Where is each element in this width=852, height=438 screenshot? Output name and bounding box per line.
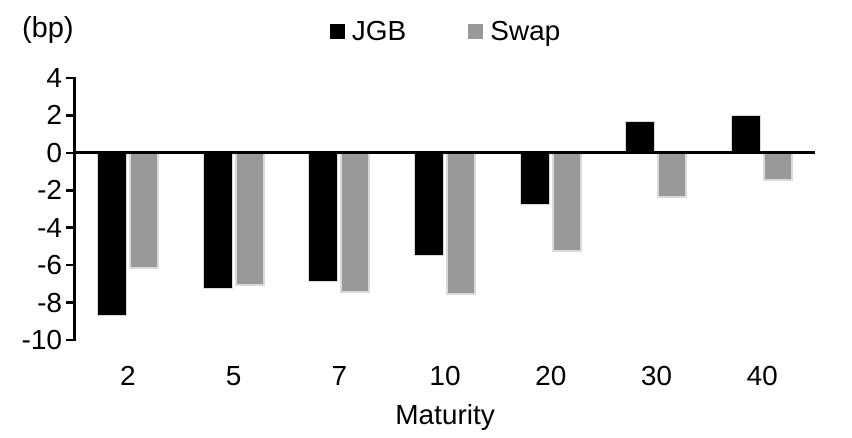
bar-swap-10 xyxy=(446,152,476,296)
bar-swap-40 xyxy=(763,152,794,181)
y-axis-tick xyxy=(66,189,74,192)
zero-baseline xyxy=(73,151,815,155)
y-axis-tick-label: -10 xyxy=(21,324,62,355)
legend: JGB Swap xyxy=(75,16,815,46)
y-axis-tick-label: 2 xyxy=(46,99,62,131)
y-axis-tick xyxy=(66,226,74,229)
x-axis-tick-label: 20 xyxy=(535,360,567,391)
bar-swap-5 xyxy=(234,152,265,286)
y-axis-line xyxy=(73,77,76,341)
bar-jgb-20 xyxy=(519,152,550,206)
bar-swap-7 xyxy=(340,152,371,294)
legend-item-jgb: JGB xyxy=(329,15,407,46)
bar-swap-20 xyxy=(551,152,582,253)
y-axis-tick-label: -4 xyxy=(37,211,62,243)
x-axis-tick-label: 40 xyxy=(746,360,778,391)
swap-swatch-icon xyxy=(468,23,484,39)
y-axis-tick xyxy=(66,76,74,80)
y-axis-tick xyxy=(66,338,74,342)
bar-jgb-30 xyxy=(625,121,656,153)
bar-jgb-10 xyxy=(414,152,444,256)
y-axis-tick xyxy=(66,151,74,155)
legend-item-swap: Swap xyxy=(468,16,560,46)
y-axis-tick-label: 4 xyxy=(46,62,62,93)
legend-label-swap: Swap xyxy=(490,15,561,46)
x-axis-tick-label: 30 xyxy=(640,360,672,391)
bar-jgb-5 xyxy=(202,152,233,290)
x-axis-tick-label: 5 xyxy=(225,360,242,391)
y-axis-tick-label: -8 xyxy=(37,286,62,318)
y-axis-unit-label: (bp) xyxy=(22,12,74,44)
y-axis-tick xyxy=(66,301,74,304)
legend-label-jgb: JGB xyxy=(351,15,407,46)
bar-jgb-7 xyxy=(308,152,339,282)
y-axis-tick-label: -6 xyxy=(37,249,62,281)
bar-swap-30 xyxy=(657,152,688,198)
y-axis-tick-label: -2 xyxy=(37,174,62,206)
y-axis-tick xyxy=(66,114,74,117)
x-axis-tick-label: 2 xyxy=(120,360,136,391)
x-axis-tick-label: 10 xyxy=(429,360,461,391)
x-axis-tick-label: 7 xyxy=(331,360,348,391)
x-axis-title: Maturity xyxy=(395,399,495,430)
bar-jgb-2 xyxy=(96,152,127,316)
bar-swap-2 xyxy=(128,152,159,269)
y-axis-tick-label: 0 xyxy=(46,136,62,168)
jgb-swatch-icon xyxy=(329,23,345,39)
bar-jgb-40 xyxy=(731,115,762,153)
y-axis-tick xyxy=(66,263,74,267)
